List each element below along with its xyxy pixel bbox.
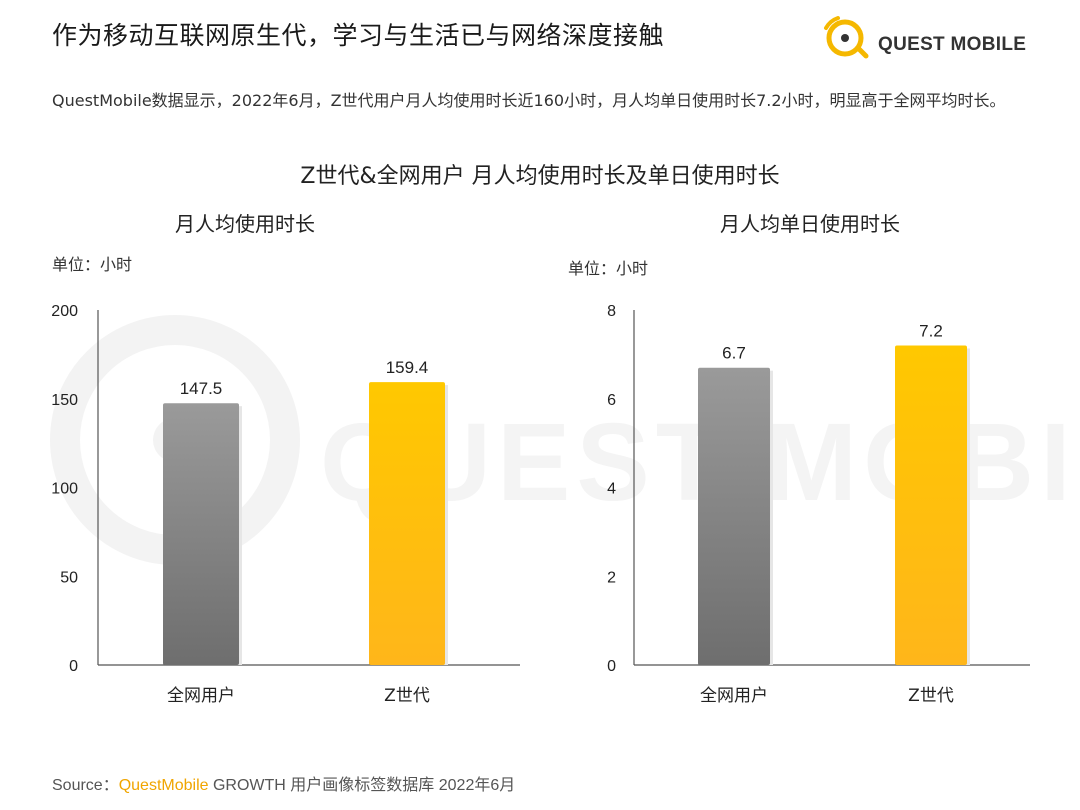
chart2-category-label: Z世代 xyxy=(908,686,954,706)
chart2-title: 月人均单日使用时长 xyxy=(720,212,900,236)
chart1-title: 月人均使用时长 xyxy=(175,212,315,236)
chart1-y-tick-label: 100 xyxy=(51,481,78,498)
chart2-bar-1 xyxy=(698,367,770,665)
chart2-y-tick-label: 8 xyxy=(607,303,616,320)
chart1-y-tick-label: 50 xyxy=(60,569,78,586)
source-brand: QuestMobile xyxy=(118,777,209,794)
source-rest: GROWTH 用户画像标签数据库 2022年6月 xyxy=(208,777,516,794)
chart2-data-label: 7.2 xyxy=(919,322,943,341)
chart1-y-tick-label: 0 xyxy=(69,658,78,675)
chart1-unit-label: 单位：小时 xyxy=(52,255,133,274)
chart2-category-label: 全网用户 xyxy=(700,686,768,706)
chart1-category-label: 全网用户 xyxy=(167,686,235,706)
chart1-bar-2 xyxy=(369,382,445,665)
chart2-plot: 0 2 4 6 8 6.7 全网用户 7.2 Z世代 xyxy=(607,303,1030,706)
source-line: Source：QuestMobile GROWTH 用户画像标签数据库 2022… xyxy=(52,771,515,795)
chart2-bar-2 xyxy=(895,345,967,665)
source-label: Source： xyxy=(52,777,119,794)
chart1-data-label: 159.4 xyxy=(386,358,429,377)
chart1-y-tick-label: 200 xyxy=(51,303,78,320)
chart2-y-tick-label: 0 xyxy=(607,658,616,675)
chart2-data-label: 6.7 xyxy=(722,344,746,363)
logo-text: QUEST MOBILE xyxy=(878,34,1027,55)
chart-main-title: Z世代&全网用户 月人均使用时长及单日使用时长 xyxy=(300,164,780,189)
chart1-y-tick-label: 150 xyxy=(51,392,78,409)
questmobile-logo-icon xyxy=(824,16,869,59)
page-headline: 作为移动互联网原生代，学习与生活已与网络深度接触 xyxy=(52,21,665,50)
chart2-y-tick-label: 2 xyxy=(607,569,616,586)
chart1-data-label: 147.5 xyxy=(180,379,223,398)
summary-text: QuestMobile数据显示，2022年6月，Z世代用户月人均使用时长近160… xyxy=(52,91,1006,110)
chart2-y-tick-label: 4 xyxy=(607,481,616,498)
chart1-bar-1 xyxy=(163,403,239,665)
chart2-unit-label: 单位：小时 xyxy=(568,259,649,278)
chart1-category-label: Z世代 xyxy=(384,686,430,706)
chart1-plot: 0 50 100 150 200 147.5 全网用户 159.4 Z世代 xyxy=(51,303,520,706)
chart2-y-tick-label: 6 xyxy=(607,392,616,409)
